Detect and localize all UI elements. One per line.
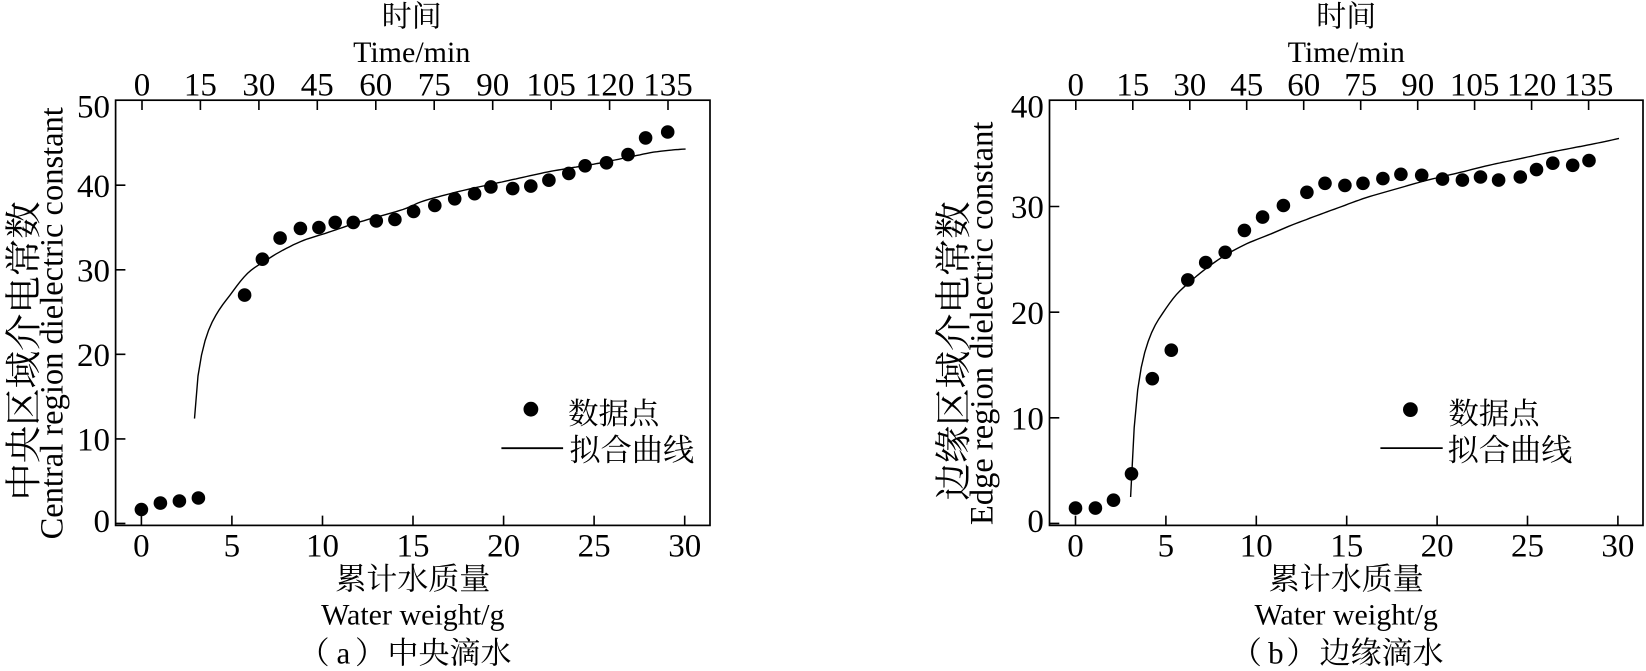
svg-text:90: 90 [476,68,509,104]
svg-text:30: 30 [242,68,275,104]
svg-text:0: 0 [94,504,111,540]
svg-text:30: 30 [1011,190,1044,226]
svg-text:20: 20 [1011,296,1044,332]
svg-text:135: 135 [643,68,693,104]
svg-text:15: 15 [1330,529,1363,565]
svg-text:15: 15 [1116,68,1149,104]
svg-text:25: 25 [1511,529,1544,565]
svg-text:50: 50 [77,89,110,125]
svg-text:Time/min: Time/min [353,36,470,69]
svg-text:105: 105 [526,68,576,104]
svg-text:30: 30 [668,529,701,565]
svg-text:120: 120 [1507,68,1557,104]
svg-text:0: 0 [1067,529,1084,565]
svg-text:135: 135 [1564,68,1614,104]
svg-text:45: 45 [301,68,334,104]
svg-text:Water weight/g: Water weight/g [321,599,504,632]
svg-text:20: 20 [487,529,520,565]
svg-text:10: 10 [306,529,339,565]
svg-text:20: 20 [1421,529,1454,565]
svg-text:Central region dielectric cons: Central region dielectric constant [35,107,71,539]
svg-text:105: 105 [1450,68,1500,104]
svg-text:0: 0 [1027,504,1044,540]
svg-text:30: 30 [1173,68,1206,104]
svg-text:15: 15 [397,529,430,565]
svg-text:Time/min: Time/min [1288,36,1405,69]
svg-text:10: 10 [1240,529,1273,565]
svg-text:0: 0 [134,68,151,104]
svg-text:25: 25 [578,529,611,565]
svg-text:15: 15 [184,68,217,104]
svg-text:120: 120 [585,68,635,104]
svg-text:10: 10 [77,423,110,459]
svg-text:Water weight/g: Water weight/g [1255,599,1438,632]
svg-text:b: b [1268,636,1284,671]
svg-text:0: 0 [133,529,150,565]
svg-text:60: 60 [1287,68,1320,104]
svg-text:30: 30 [1601,529,1634,565]
svg-text:10: 10 [1011,401,1044,437]
svg-text:60: 60 [359,68,392,104]
svg-text:a: a [337,636,351,671]
svg-text:40: 40 [1011,89,1044,125]
svg-text:5: 5 [224,529,241,565]
svg-text:75: 75 [1344,68,1377,104]
svg-text:30: 30 [77,253,110,289]
svg-text:90: 90 [1401,68,1434,104]
svg-text:45: 45 [1230,68,1263,104]
svg-text:5: 5 [1158,529,1175,565]
svg-text:20: 20 [77,338,110,374]
svg-text:40: 40 [77,169,110,205]
svg-text:75: 75 [418,68,451,104]
svg-text:Edge region dielectric constan: Edge region dielectric constant [965,122,1001,525]
svg-text:0: 0 [1068,68,1085,104]
